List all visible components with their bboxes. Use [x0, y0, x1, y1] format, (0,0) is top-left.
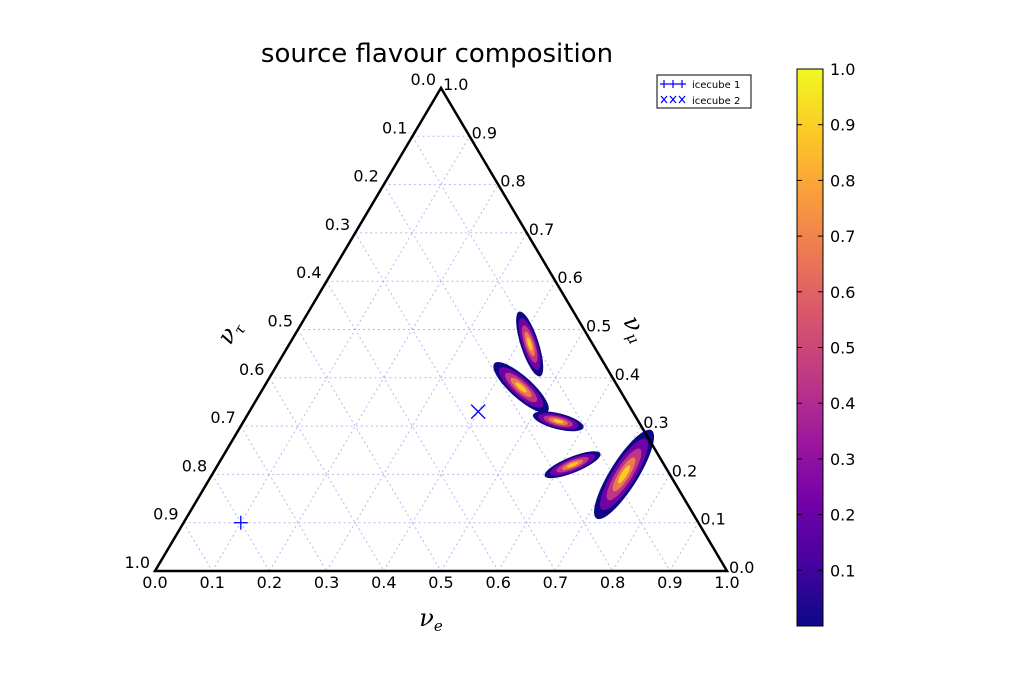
- ternary-frame: [152, 85, 730, 573]
- left-tick-label: 1.0: [125, 553, 150, 572]
- right-tick-label: 0.4: [615, 365, 640, 384]
- colorbar-ticks: 0.1 0.2 0.3 0.4 0.5 0.6 0.7 0.8 0.9 1.0: [797, 60, 855, 580]
- tick-labels: 0.0 0.0 0.0 0.1 0.1 0.1 0.2 0.2 0.2 0.3 0.3 0.3 0.4 0…: [125, 70, 755, 592]
- left-tick-label: 0.5: [268, 312, 293, 331]
- density-level: [515, 382, 527, 393]
- left-axis-label: ντ: [211, 314, 250, 350]
- right-axis-label: νμ: [615, 310, 654, 347]
- legend-label-icecube-2: icecube 2: [692, 96, 740, 107]
- right-tick-label: 0.1: [700, 510, 725, 529]
- colorbar-tick-label: 1.0: [830, 60, 855, 79]
- grid-line-e: [326, 232, 528, 572]
- right-tick-label: 0.3: [643, 413, 668, 432]
- legend: icecube 1 icecube 2: [656, 74, 752, 109]
- colorbar-tick-label: 0.9: [830, 116, 855, 135]
- bottom-tick-label: 0.7: [543, 573, 568, 592]
- colorbar-tick-label: 0.4: [830, 394, 855, 413]
- bottom-tick-label: 0.3: [314, 573, 339, 592]
- chart-title: source flavour composition: [261, 39, 613, 69]
- bottom-tick-label: 0.9: [657, 573, 682, 592]
- bottom-tick-label: 0.5: [428, 573, 453, 592]
- left-tick-label: 0.6: [239, 360, 264, 379]
- right-tick-label: 0.0: [729, 558, 754, 577]
- bottom-tick-label: 0.8: [600, 573, 625, 592]
- bottom-tick-label: 0.1: [199, 573, 224, 592]
- colorbar: 0.1 0.2 0.3 0.4 0.5 0.6 0.7 0.8 0.9 1.0: [796, 60, 855, 627]
- bottom-tick-label: 0.2: [257, 573, 282, 592]
- density-cluster: [594, 429, 655, 520]
- right-tick-label: 0.8: [500, 172, 525, 191]
- colorbar-tick-label: 0.3: [830, 450, 855, 469]
- legend-label-icecube-1: icecube 1: [692, 80, 740, 91]
- density-cluster: [544, 451, 601, 479]
- marker-icecube-2: [470, 404, 486, 420]
- density-level: [553, 419, 564, 424]
- colorbar-tick-label: 0.8: [830, 171, 855, 190]
- density-cluster: [516, 311, 544, 377]
- right-tick-label: 0.7: [529, 220, 554, 239]
- x-axis-symbol: ν: [419, 604, 434, 632]
- density-cluster: [493, 362, 549, 413]
- grid-line-e: [440, 329, 585, 572]
- data-markers: [233, 404, 486, 530]
- grid-line-e: [268, 184, 499, 572]
- density-level: [566, 462, 579, 468]
- bottom-tick-label: 0.6: [485, 573, 510, 592]
- x-axis-subscript: e: [434, 617, 443, 635]
- bottom-tick-label: 0.4: [371, 573, 396, 592]
- right-tick-label: 0.2: [672, 461, 697, 480]
- colorbar-tick-label: 0.6: [830, 283, 855, 302]
- left-tick-label: 0.2: [353, 167, 378, 186]
- grid-line-e: [211, 136, 471, 572]
- ternary-grid: [183, 135, 699, 572]
- colorbar-tick-label: 0.7: [830, 227, 855, 246]
- legend-plus-icon: [660, 80, 686, 88]
- density-level: [618, 465, 631, 484]
- left-tick-label: 0.8: [182, 456, 207, 475]
- legend-cross-icon: [660, 95, 686, 104]
- grid-line-tau: [297, 329, 442, 572]
- legend-entry-icecube-2: icecube 2: [660, 95, 740, 107]
- left-tick-label: 0.9: [153, 505, 178, 524]
- density-cluster: [532, 411, 584, 432]
- right-tick-label: 0.9: [472, 123, 497, 142]
- grid-line-tau: [354, 232, 556, 572]
- right-tick-label: 0.6: [557, 268, 582, 287]
- legend-entry-icecube-1: icecube 1: [660, 80, 740, 91]
- density-map: [493, 311, 655, 520]
- colorbar-tick-label: 0.2: [830, 506, 855, 525]
- left-tick-label: 0.4: [296, 263, 321, 282]
- bottom-tick-label: 0.0: [142, 573, 167, 592]
- bottom-tick-label: 1.0: [714, 573, 739, 592]
- left-tick-label: 0.0: [411, 70, 436, 89]
- grid-line-tau: [183, 522, 213, 572]
- grid-line-tau: [240, 425, 328, 572]
- right-tick-label: 0.5: [586, 317, 611, 336]
- grid-line-e: [669, 522, 699, 572]
- colorbar-tick-label: 0.1: [830, 561, 855, 580]
- density-level: [526, 337, 533, 351]
- right-tick-label: 1.0: [443, 75, 468, 94]
- grid-line-tau: [411, 136, 671, 572]
- colorbar-tick-label: 0.5: [830, 339, 855, 358]
- grid-line-e: [612, 474, 671, 572]
- left-tick-label: 0.1: [382, 118, 407, 137]
- marker-icecube-1: [233, 515, 248, 530]
- left-tick-label: 0.7: [210, 408, 235, 427]
- left-tick-label: 0.3: [325, 215, 350, 234]
- x-axis-label: νe: [419, 604, 443, 635]
